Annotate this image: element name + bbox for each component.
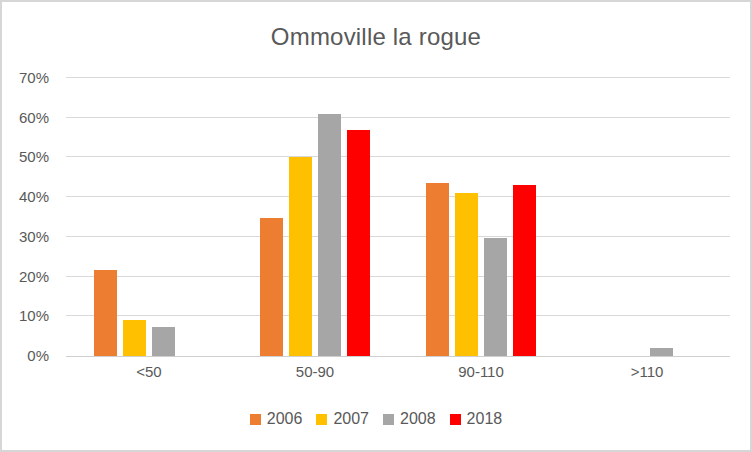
chart-title: Ommoville la rogue [2, 23, 750, 51]
y-tick-label-30%: 30% [19, 229, 49, 245]
y-tick-label-20%: 20% [19, 269, 49, 285]
bar-2008->110 [650, 348, 673, 356]
x-category-label->110: >110 [564, 363, 730, 380]
bar-2007-90-110 [455, 193, 478, 356]
bar-2006-50-90 [260, 218, 283, 356]
legend-label-2007: 2007 [333, 410, 369, 428]
x-axis-labels: <5050-9090-110>110 [66, 363, 730, 383]
bar-2007-<50 [123, 320, 146, 356]
legend-item-2018: 2018 [450, 410, 503, 428]
bar-group->110 [564, 78, 730, 356]
legend-marker-2008 [383, 414, 394, 425]
legend: 2006 2007 2008 2018 [2, 408, 750, 430]
bar-chart: Ommoville la rogue 0% 10% 20% 30% 40% 50% 60% 7… [0, 0, 752, 452]
y-axis-labels: 0%10%20%30%40%50%60%70% [2, 78, 49, 356]
bar-2008-50-90 [318, 114, 341, 356]
bar-2007-50-90 [289, 157, 312, 356]
legend-item-2006: 2006 [250, 410, 303, 428]
bar-2018-50-90 [347, 130, 370, 356]
x-category-label-<50: <50 [66, 363, 232, 380]
legend-label-2006: 2006 [267, 410, 303, 428]
legend-label-2008: 2008 [400, 410, 436, 428]
legend-marker-2007 [316, 414, 327, 425]
legend-marker-2006 [250, 414, 261, 425]
bar-2006-<50 [94, 270, 117, 356]
bar-2006-90-110 [426, 183, 449, 356]
y-tick-label-60%: 60% [19, 110, 49, 126]
x-category-label-50-90: 50-90 [232, 363, 398, 380]
bar-2018-90-110 [513, 185, 536, 356]
bar-group-<50 [66, 78, 232, 356]
x-category-label-90-110: 90-110 [398, 363, 564, 380]
y-tick-label-50%: 50% [19, 149, 49, 165]
bar-group-90-110 [398, 78, 564, 356]
bar-2008-<50 [152, 327, 175, 356]
legend-item-2007: 2007 [316, 410, 369, 428]
plot-area [66, 78, 730, 357]
y-tick-label-0%: 0% [27, 348, 49, 364]
y-tick-label-40%: 40% [19, 189, 49, 205]
legend-item-2008: 2008 [383, 410, 436, 428]
y-tick-label-70%: 70% [19, 70, 49, 86]
bar-group-50-90 [232, 78, 398, 356]
legend-label-2018: 2018 [467, 410, 503, 428]
legend-marker-2018 [450, 414, 461, 425]
y-tick-label-10%: 10% [19, 308, 49, 324]
bar-2008-90-110 [484, 238, 507, 356]
